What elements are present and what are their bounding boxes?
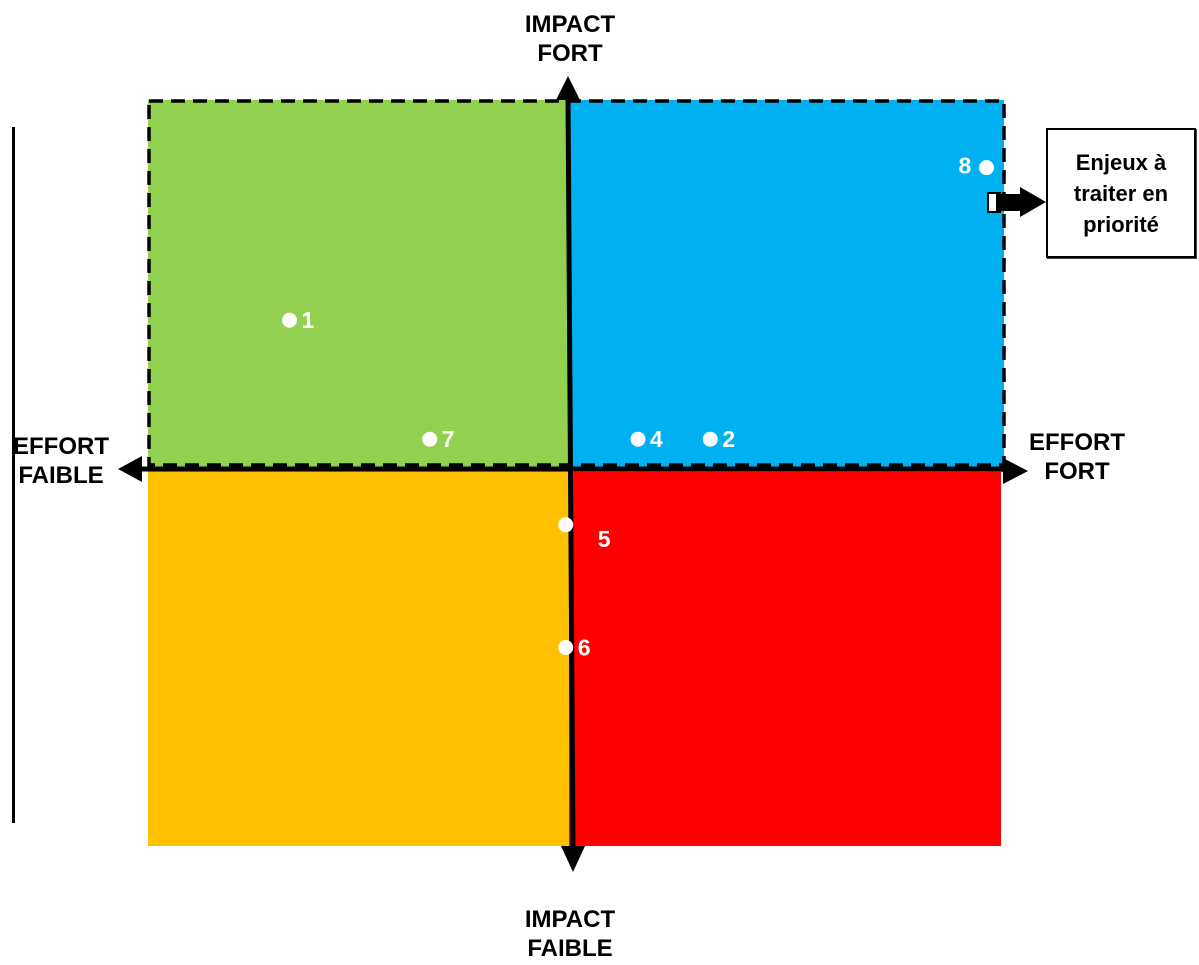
quadrant-high-impact-high-effort	[569, 100, 1004, 472]
horizontal-axis-arrow-right	[1003, 458, 1028, 484]
axis-label-impact-high: IMPACT FORT	[524, 11, 616, 67]
point-8-marker	[979, 160, 994, 176]
point-7-label: 7	[442, 426, 455, 452]
vertical-axis-line	[565, 95, 576, 849]
point-2-label: 2	[722, 426, 735, 452]
point-1-label: 1	[302, 307, 315, 333]
point-5-label: 5	[598, 526, 611, 552]
quadrant-low-impact-high-effort	[569, 472, 1001, 846]
point-6-label: 6	[578, 635, 591, 661]
point-2-marker	[702, 431, 718, 447]
point-5-marker	[558, 517, 574, 533]
priority-zone-dashed-border	[147, 99, 1006, 467]
left-edge-line	[12, 127, 15, 823]
vertical-axis-arrow-top	[556, 76, 580, 100]
axis-label-effort-low: EFFORT FAIBLE	[13, 433, 109, 489]
horizontal-axis-arrow-left	[118, 456, 142, 482]
axis-label-effort-high: EFFORT FORT	[1029, 429, 1125, 485]
point-1-marker	[282, 312, 297, 328]
quadrant-high-impact-low-effort	[148, 100, 569, 472]
priority-callout-box: Enjeux à traiter en priorité	[1046, 128, 1196, 258]
points-layer: 1 2 4 5 6 7 8	[282, 153, 994, 661]
point-7-marker	[422, 431, 438, 447]
point-6-marker	[558, 640, 574, 656]
callout-arrow	[987, 187, 1046, 217]
axis-label-impact-low: IMPACT FAIBLE	[524, 906, 616, 962]
point-8-label: 8	[959, 153, 972, 179]
point-4-marker	[630, 431, 646, 447]
quadrant-low-impact-low-effort	[148, 472, 569, 846]
point-4-label: 4	[650, 426, 663, 452]
vertical-axis-arrow-bottom	[561, 846, 585, 872]
